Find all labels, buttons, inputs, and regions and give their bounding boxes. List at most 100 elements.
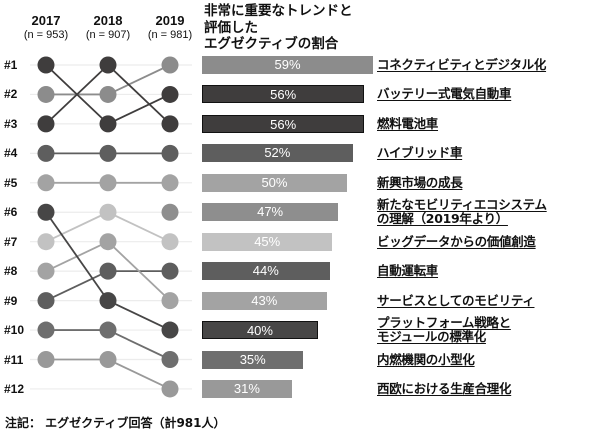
bar: 44% (202, 262, 330, 281)
bar: 59% (202, 56, 373, 74)
year-header-2019: 2019 (n = 981) (140, 13, 200, 42)
rank-dot (161, 144, 179, 162)
year-label: 2017 (31, 13, 61, 28)
sample-size-label: (n = 981) (147, 29, 193, 41)
trend-label: ビッグデータからの価値創造 (377, 233, 536, 249)
rank-dot (37, 292, 55, 310)
rank-dot (99, 144, 117, 162)
rank-change-line (107, 64, 171, 125)
trend-label: 燃料電池車 (377, 115, 439, 131)
rank-change-line (107, 299, 171, 331)
rank-change-line (107, 211, 171, 243)
rank-dot (161, 203, 179, 221)
rank-dot (99, 351, 117, 368)
bar-value-label: 35% (239, 351, 266, 367)
trend-label: 新たなモビリティエコシステム の理解（2019年より） (377, 197, 547, 227)
rank-dot (37, 85, 55, 103)
rank-change-line (107, 358, 171, 390)
rank-label: #1 (4, 58, 18, 72)
trend-label: プラットフォーム戦略と モジュールの標準化 (377, 315, 511, 345)
rank-label: #4 (4, 146, 18, 161)
bar-value-label: 44% (252, 263, 279, 279)
bar-value-label: 56% (270, 116, 297, 132)
rank-dot (161, 115, 179, 133)
bar-value-label: 50% (261, 174, 288, 190)
year-label: 2019 (155, 13, 185, 28)
rank-label: #10 (4, 323, 25, 338)
rank-change-line (107, 329, 171, 361)
rank-label: #2 (4, 87, 18, 102)
rank-dot (99, 292, 117, 310)
bar: 50% (202, 173, 347, 192)
chart-title: 非常に重要なトレンドと 評価した エグゼクティブの割合 (204, 3, 353, 52)
year-header-2018: 2018 (n = 907) (78, 13, 138, 42)
rank-dot (37, 203, 55, 221)
rank-dot (161, 233, 179, 251)
rank-dot (99, 203, 117, 221)
rank-dot (37, 144, 55, 162)
rank-label: #12 (4, 381, 25, 396)
trend-label: 内燃機関の小型化 (377, 351, 475, 367)
rank-dot (99, 174, 117, 192)
rank-slope-chart (30, 56, 192, 398)
rank-label: #8 (4, 264, 18, 279)
rank-dot (161, 56, 179, 74)
rank-dot (99, 262, 117, 280)
rank-dot (37, 351, 55, 368)
rank-dot (37, 174, 55, 192)
rank-dot (161, 321, 179, 339)
bar: 56% (202, 114, 365, 133)
rank-dot (161, 351, 179, 368)
bar-value-label: 31% (233, 380, 260, 396)
bar: 40% (202, 321, 318, 340)
year-label: 2018 (93, 13, 123, 28)
trend-label: バッテリー式電気自動車 (377, 86, 512, 102)
rank-label: #3 (4, 116, 18, 131)
rank-dot (99, 56, 117, 74)
rank-dot (161, 85, 179, 103)
rank-dot (99, 321, 117, 339)
footnote: 注記： エグゼクティブ回答（計981人） (5, 416, 226, 430)
bar: 56% (202, 85, 365, 104)
rank-label: #5 (4, 175, 18, 190)
bar: 31% (202, 379, 292, 398)
bar: 35% (202, 350, 304, 369)
rank-dot (99, 233, 117, 251)
rank-change-line (107, 64, 171, 96)
bar-value-label: 59% (274, 57, 301, 72)
bar: 47% (202, 203, 339, 222)
trend-label: 自動運転車 (377, 263, 439, 279)
rank-dot (99, 115, 117, 133)
rank-change-line (45, 64, 109, 125)
rank-change-line (107, 241, 171, 302)
rank-label: #11 (4, 352, 24, 367)
bar-value-label: 47% (257, 204, 284, 220)
rank-dot (161, 174, 179, 192)
rank-dot (37, 56, 55, 74)
rank-dot (37, 233, 55, 251)
rank-change-line (45, 270, 109, 302)
year-header-2017: 2017 (n = 953) (16, 13, 76, 42)
rank-label: #9 (4, 293, 18, 308)
rank-dot (37, 262, 55, 280)
trend-label: コネクティビティとデジタル化 (377, 57, 547, 72)
trend-label: ハイブリッド車 (377, 145, 463, 161)
bar-value-label: 40% (246, 323, 273, 339)
bar-value-label: 52% (264, 145, 291, 161)
bar: 52% (202, 144, 353, 163)
trend-label: 西欧における生産合理化 (377, 380, 512, 396)
rank-dot (161, 292, 179, 310)
sample-size-label: (n = 907) (85, 29, 131, 41)
bar: 45% (202, 232, 333, 251)
rank-change-line (45, 211, 109, 302)
bar-value-label: 45% (254, 233, 281, 249)
rank-dot (161, 262, 179, 280)
rank-dot (37, 115, 55, 133)
rank-change-line (107, 93, 171, 125)
rank-dot (99, 85, 117, 103)
sample-size-label: (n = 953) (23, 29, 69, 41)
trend-label: サービスとしてのモビリティ (377, 292, 535, 308)
bar-value-label: 43% (251, 292, 278, 308)
trend-label: 新興市場の成長 (377, 174, 463, 190)
rank-change-line (45, 211, 109, 243)
